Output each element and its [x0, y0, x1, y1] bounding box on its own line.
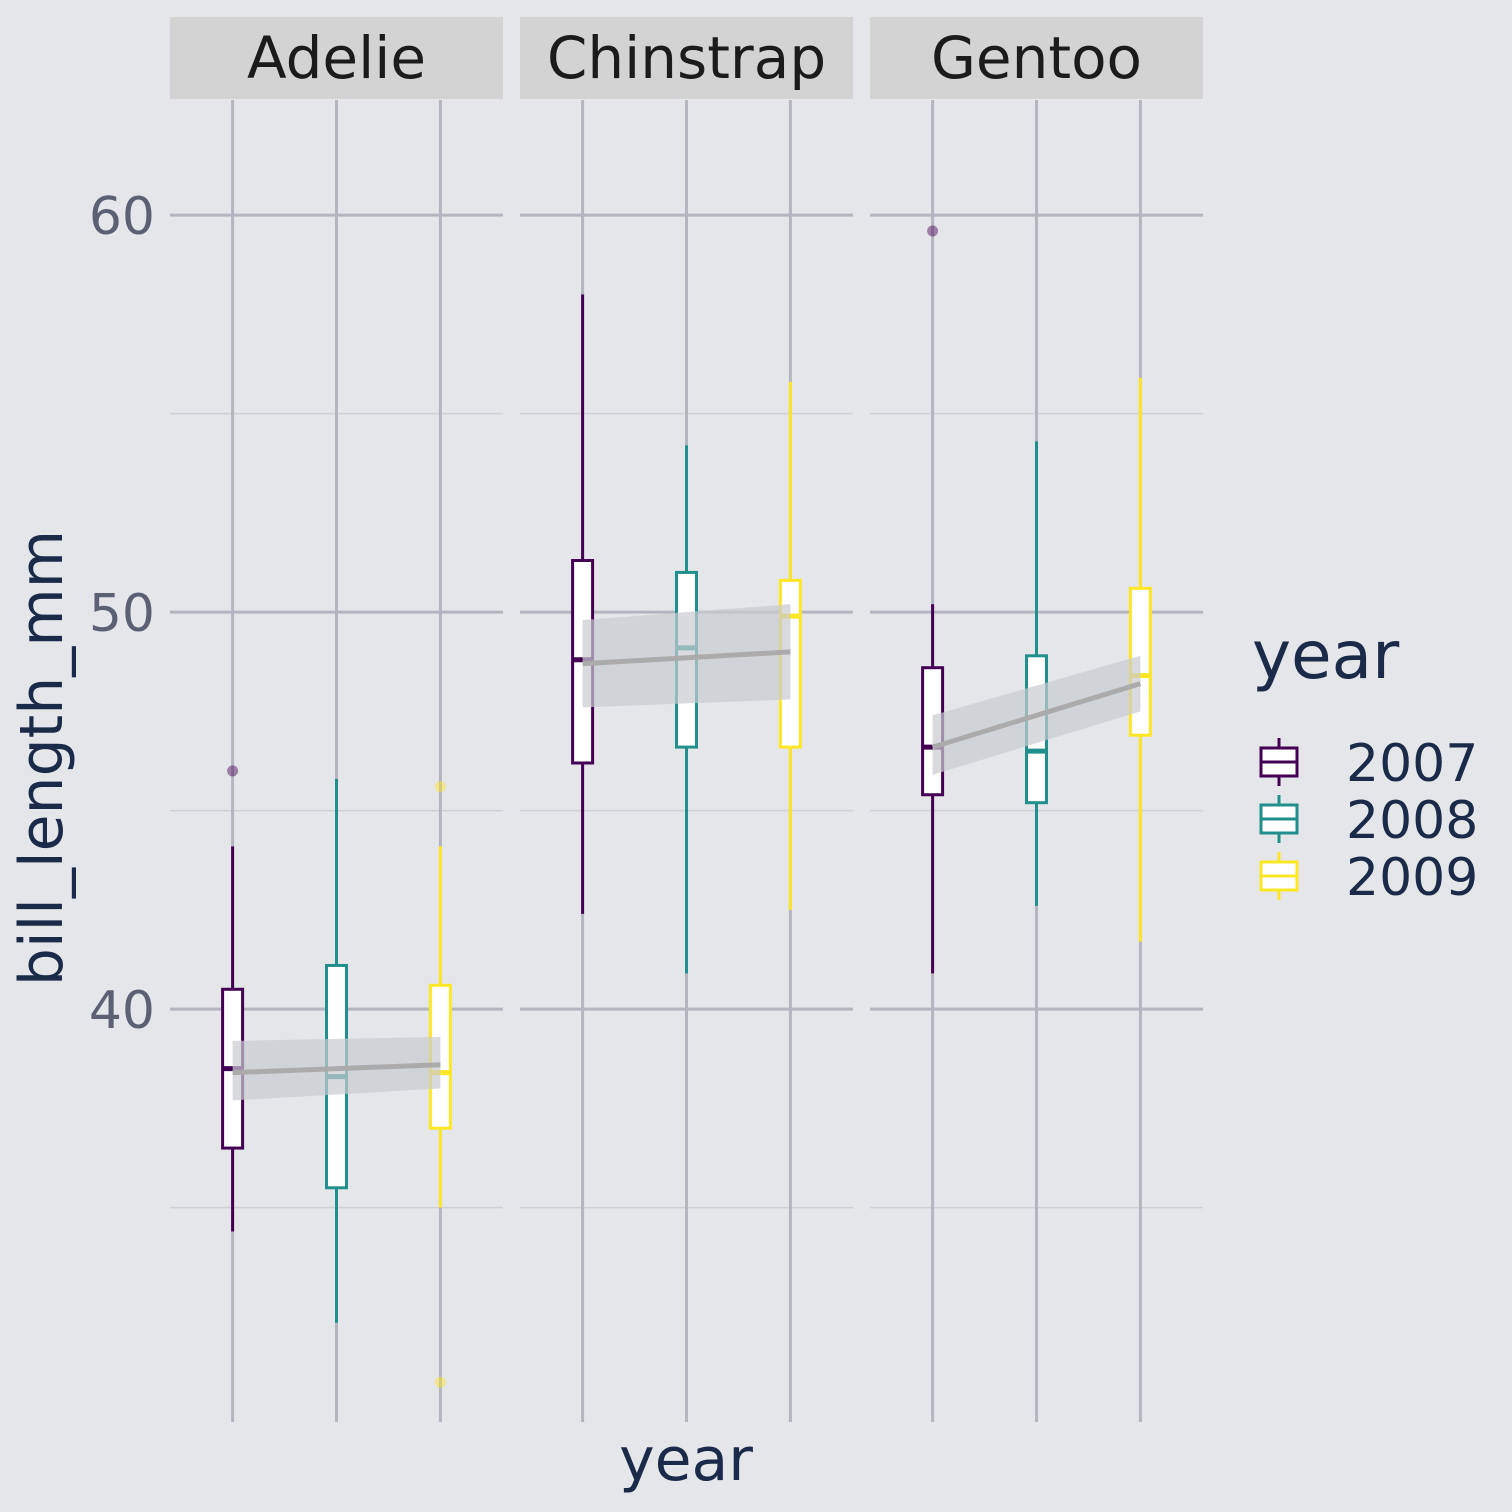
- box-chinstrap-2008: [675, 445, 698, 974]
- legend-label: 2007: [1346, 734, 1478, 794]
- trend-line: [232, 1062, 441, 1076]
- facet-strip: [870, 17, 1203, 99]
- facet-panel-adelie: Adelie: [170, 17, 503, 1422]
- trend-line: [931, 681, 1142, 750]
- legend-key-2008: 2008: [1259, 791, 1478, 851]
- y-tick-label: 50: [89, 584, 155, 644]
- legend-label: 2008: [1346, 791, 1478, 851]
- y-tick-label: 40: [89, 981, 155, 1041]
- facet-strip: [170, 17, 503, 99]
- facet-strip-label: Adelie: [247, 24, 426, 92]
- outlier-point: [227, 765, 239, 777]
- facet-panel-gentoo: Gentoo: [870, 17, 1203, 1422]
- facet-panels: Adelie Chinstrap Gentoo: [170, 17, 1203, 1422]
- outlier-point: [927, 225, 939, 237]
- legend-title: year: [1252, 617, 1400, 694]
- facet-strip-label: Gentoo: [931, 24, 1142, 92]
- facet-panel-chinstrap: Chinstrap: [520, 17, 853, 1422]
- y-tick-label: 60: [89, 187, 155, 247]
- y-axis-title: bill_length_mm: [7, 530, 77, 986]
- box-gentoo-2008: [1025, 441, 1048, 906]
- box-chinstrap-2007: [571, 294, 595, 914]
- x-axis-title: year: [619, 1425, 753, 1495]
- legend-label: 2009: [1346, 848, 1478, 908]
- outlier-point: [434, 781, 446, 793]
- outlier-point: [434, 1376, 446, 1388]
- trend-line: [582, 649, 791, 667]
- legend-key-2007: 2007: [1259, 734, 1478, 794]
- facet-strip: [520, 17, 853, 99]
- facet-strip-label: Chinstrap: [547, 24, 826, 92]
- legend-key-2009: 2009: [1259, 848, 1478, 908]
